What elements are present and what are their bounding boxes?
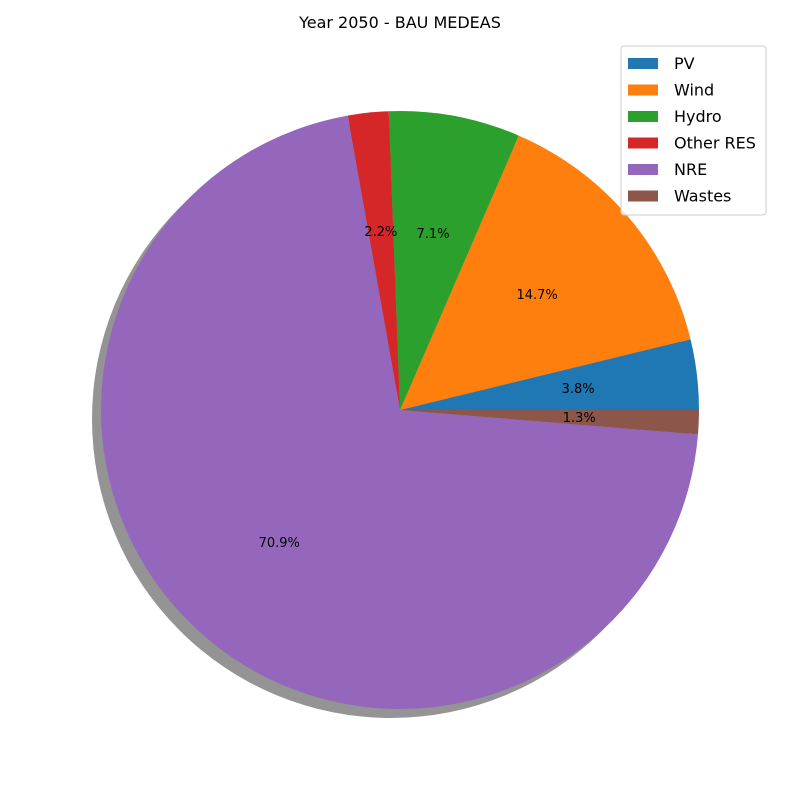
slice-pct-label: 7.1% (417, 227, 450, 242)
legend-label: Wastes (674, 187, 731, 206)
slice-pct-label: 2.2% (364, 225, 397, 240)
pie-slice-hydro (388, 110, 519, 410)
pie-labels: 3.8% 14.7% 7.1% 2.2% 70.9% 1.3% (259, 225, 596, 551)
legend-swatch (628, 164, 658, 175)
slice-pct-label: 1.3% (563, 411, 596, 426)
chart-title: Year 2050 - BAU MEDEAS (298, 13, 501, 32)
legend-swatch (628, 137, 658, 149)
slice-pct-label: 70.9% (259, 536, 300, 551)
legend: PV Wind Hydro Other RES NRE Wastes (620, 45, 767, 216)
pie-slice-wind (400, 135, 691, 410)
legend-label: Other RES (674, 134, 756, 153)
pie-slices (100, 110, 699, 710)
pie-slice-nre (100, 115, 699, 710)
legend-swatch (628, 190, 658, 202)
pie-slice-wastes (400, 410, 699, 435)
legend-swatch (628, 84, 658, 96)
legend-swatch (628, 58, 658, 69)
legend-label: Wind (674, 81, 714, 100)
legend-swatch (628, 111, 658, 122)
pie-slice-pv (400, 339, 699, 410)
legend-label: NRE (674, 160, 707, 179)
slice-pct-label: 14.7% (516, 288, 557, 303)
legend-label: Hydro (674, 107, 722, 126)
pie-slice-other-res (347, 111, 400, 411)
legend-label: PV (674, 54, 695, 73)
slice-pct-label: 3.8% (562, 382, 595, 397)
